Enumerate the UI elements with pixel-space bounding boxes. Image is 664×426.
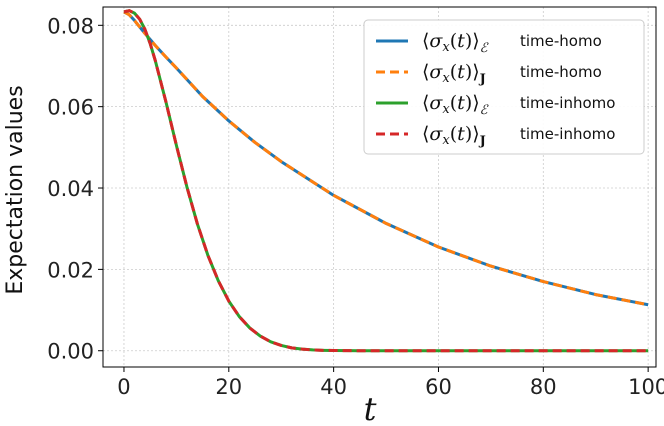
- y-tick-label: 0.02: [47, 258, 94, 282]
- legend-label: time-inhomo: [520, 125, 615, 143]
- x-tick-label: 100: [628, 375, 664, 399]
- legend: ⟨σx(t)⟩ℰ time-homo ⟨σx(t)⟩J time-homo ⟨σx(t)…: [363, 19, 645, 155]
- legend-math-label: ⟨σx(t)⟩ℰ: [422, 92, 489, 118]
- x-axis-label: t: [364, 390, 377, 426]
- x-tick-label: 0: [117, 375, 130, 399]
- legend-label: time-homo: [520, 63, 602, 81]
- legend-math-label: ⟨σx(t)⟩J: [422, 61, 486, 87]
- ticks: 0 20 40 60 80 100 0.00 0.02 0.04 0.06 0.08: [47, 14, 664, 399]
- y-axis-label: Expectation values: [3, 85, 28, 294]
- y-tick-label: 0.04: [47, 177, 94, 201]
- series-line-time-inhomo-J: [123, 9, 649, 353]
- x-tick-label: 40: [320, 375, 347, 399]
- legend-math-label: ⟨σx(t)⟩ℰ: [422, 30, 489, 56]
- x-tick-label: 60: [425, 375, 452, 399]
- plot-frame: [102, 6, 657, 368]
- legend-label: time-homo: [520, 32, 602, 50]
- x-tick-label: 20: [215, 375, 242, 399]
- plot-lines: [123, 9, 649, 353]
- y-tick-label: 0.06: [47, 96, 94, 120]
- y-tick-label: 0.08: [47, 14, 94, 38]
- y-tick-label: 0.00: [47, 340, 94, 364]
- series-line-time-homo-J: [123, 10, 649, 307]
- legend-math-label: ⟨σx(t)⟩J: [422, 123, 486, 149]
- legend-label: time-inhomo: [520, 94, 615, 112]
- x-tick-label: 80: [530, 375, 557, 399]
- legend-box: [363, 19, 645, 155]
